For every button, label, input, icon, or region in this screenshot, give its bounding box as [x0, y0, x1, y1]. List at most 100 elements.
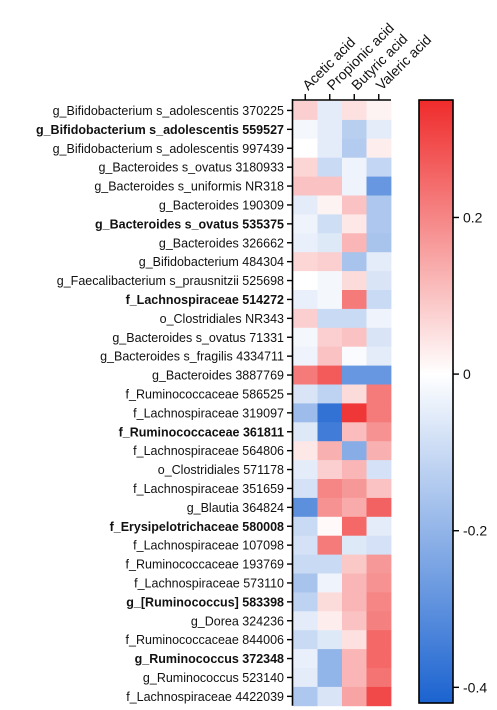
heatmap-cell	[317, 384, 343, 404]
row-label: g_Bacteroides s_fragilis 4334711	[100, 350, 284, 364]
row-label: g_Bifidobacterium 484304	[139, 255, 284, 269]
heatmap-cell	[293, 384, 318, 404]
row-label: f_Ruminococcaceae 193769	[126, 558, 284, 572]
heatmap-cell	[342, 497, 367, 518]
heatmap-cell	[342, 592, 367, 612]
heatmap-cell	[366, 138, 392, 159]
heatmap-cell	[293, 535, 318, 555]
heatmap-cell	[342, 611, 367, 631]
heatmap-cell	[293, 497, 318, 518]
row-label: g_Bifidobacterium s_adolescentis 997439	[53, 142, 284, 156]
heatmap-cell	[366, 592, 392, 612]
heatmap-cell	[293, 214, 318, 234]
row-label: g_Dorea 324236	[191, 614, 284, 628]
heatmap-cell	[342, 686, 367, 707]
heatmap-cell	[293, 611, 318, 631]
heatmap-cell	[293, 233, 318, 253]
heatmap-cell	[317, 290, 343, 310]
heatmap-cell	[317, 327, 343, 348]
heatmap-cell	[293, 516, 318, 537]
heatmap-cell	[317, 138, 343, 159]
heatmap-cell	[342, 668, 367, 688]
heatmap-cell	[342, 346, 367, 366]
heatmap-cell	[342, 271, 367, 291]
heatmap-cell	[366, 686, 392, 707]
heatmap-cell	[293, 479, 318, 499]
heatmap-cell	[342, 233, 367, 253]
heatmap-cell	[366, 403, 392, 423]
heatmap-cell	[317, 101, 343, 121]
heatmap-cell	[342, 214, 367, 234]
heatmap-cell	[366, 290, 392, 310]
row-label: f_Lachnospiraceae 514272	[126, 293, 284, 307]
heatmap-cell	[366, 668, 392, 688]
colorbar-tick-label: 0.2	[463, 209, 483, 225]
heatmap-cell	[342, 384, 367, 404]
heatmap-cell	[317, 252, 343, 272]
heatmap-cell	[317, 592, 343, 612]
heatmap-cell	[317, 176, 343, 196]
heatmap-cell	[293, 176, 318, 196]
row-label: o_Clostridiales 571178	[158, 463, 284, 477]
heatmap-cell	[293, 649, 318, 669]
row-label: g_Bacteroides 190309	[159, 198, 284, 212]
heatmap-cell	[293, 101, 318, 121]
heatmap-cell	[366, 573, 392, 593]
heatmap-cell	[342, 195, 367, 215]
heatmap-cell	[366, 479, 392, 499]
row-label: g_[Ruminococcus] 583398	[126, 595, 284, 609]
heatmap-cell	[366, 271, 392, 291]
heatmap-cell	[317, 516, 343, 537]
row-label: f_Lachnospiraceae 319097	[133, 406, 284, 420]
heatmap-cell	[342, 403, 367, 423]
heatmap-cell	[317, 573, 343, 593]
heatmap-cell	[342, 308, 367, 329]
colorbar-tick-label: -0.2	[463, 523, 487, 539]
heatmap-cell	[293, 630, 318, 650]
row-label: f_Ruminococcaceae 844006	[126, 633, 284, 647]
row-labels: g_Bifidobacterium s_adolescentis 370225 g…	[36, 104, 293, 704]
heatmap-cell	[342, 119, 367, 140]
heatmap-cell	[317, 611, 343, 631]
heatmap-cell	[317, 233, 343, 253]
heatmap-cell	[342, 365, 367, 385]
heatmap-cell	[366, 441, 392, 461]
heatmap-cell	[317, 346, 343, 366]
heatmap-cell	[366, 308, 392, 329]
heatmap-cell	[342, 573, 367, 593]
heatmap-cell	[293, 573, 318, 593]
heatmap-cell	[317, 119, 343, 140]
row-label: f_Ruminococcaceae 586525	[126, 387, 284, 401]
heatmap-cell	[366, 214, 392, 234]
row-label: o_Clostridiales NR343	[160, 312, 284, 326]
heatmap-cell	[317, 403, 343, 423]
heatmap-cell	[317, 441, 343, 461]
row-label: g_Bacteroides s_uniformis NR318	[94, 180, 284, 194]
heatmap-cell	[342, 252, 367, 272]
heatmap-cell	[342, 327, 367, 348]
row-label: f_Lachnospiraceae 564806	[133, 444, 284, 458]
heatmap-cell	[293, 554, 318, 574]
heatmap-cell	[366, 119, 392, 140]
row-label: g_Bacteroides s_ovatus 3180933	[98, 161, 284, 175]
heatmap-cell	[342, 138, 367, 159]
row-label: g_Ruminococcus 523140	[143, 671, 284, 685]
colorbar-tick-label: -0.4	[463, 679, 487, 695]
heatmap-cell	[342, 101, 367, 121]
heatmap-cell	[317, 460, 343, 480]
row-label: f_Erysipelotrichaceae 580008	[110, 520, 284, 534]
row-label: g_Bacteroides s_ovatus 535375	[95, 217, 284, 231]
row-label: g_Faecalibacterium s_prausnitzii 525698	[57, 274, 284, 288]
heatmap-cell	[342, 516, 367, 537]
heatmap-cell	[366, 346, 392, 366]
heatmap-cell	[293, 195, 318, 215]
heatmap-cell	[293, 290, 318, 310]
row-label: f_Lachnospiraceae 4422039	[126, 690, 284, 704]
heatmap-cell	[317, 554, 343, 574]
heatmap-cell	[317, 422, 343, 442]
heatmap-cell	[366, 649, 392, 669]
heatmap-cell	[293, 365, 318, 385]
row-label: g_Bifidobacterium s_adolescentis 370225	[53, 104, 284, 118]
heatmap-cell	[317, 535, 343, 555]
